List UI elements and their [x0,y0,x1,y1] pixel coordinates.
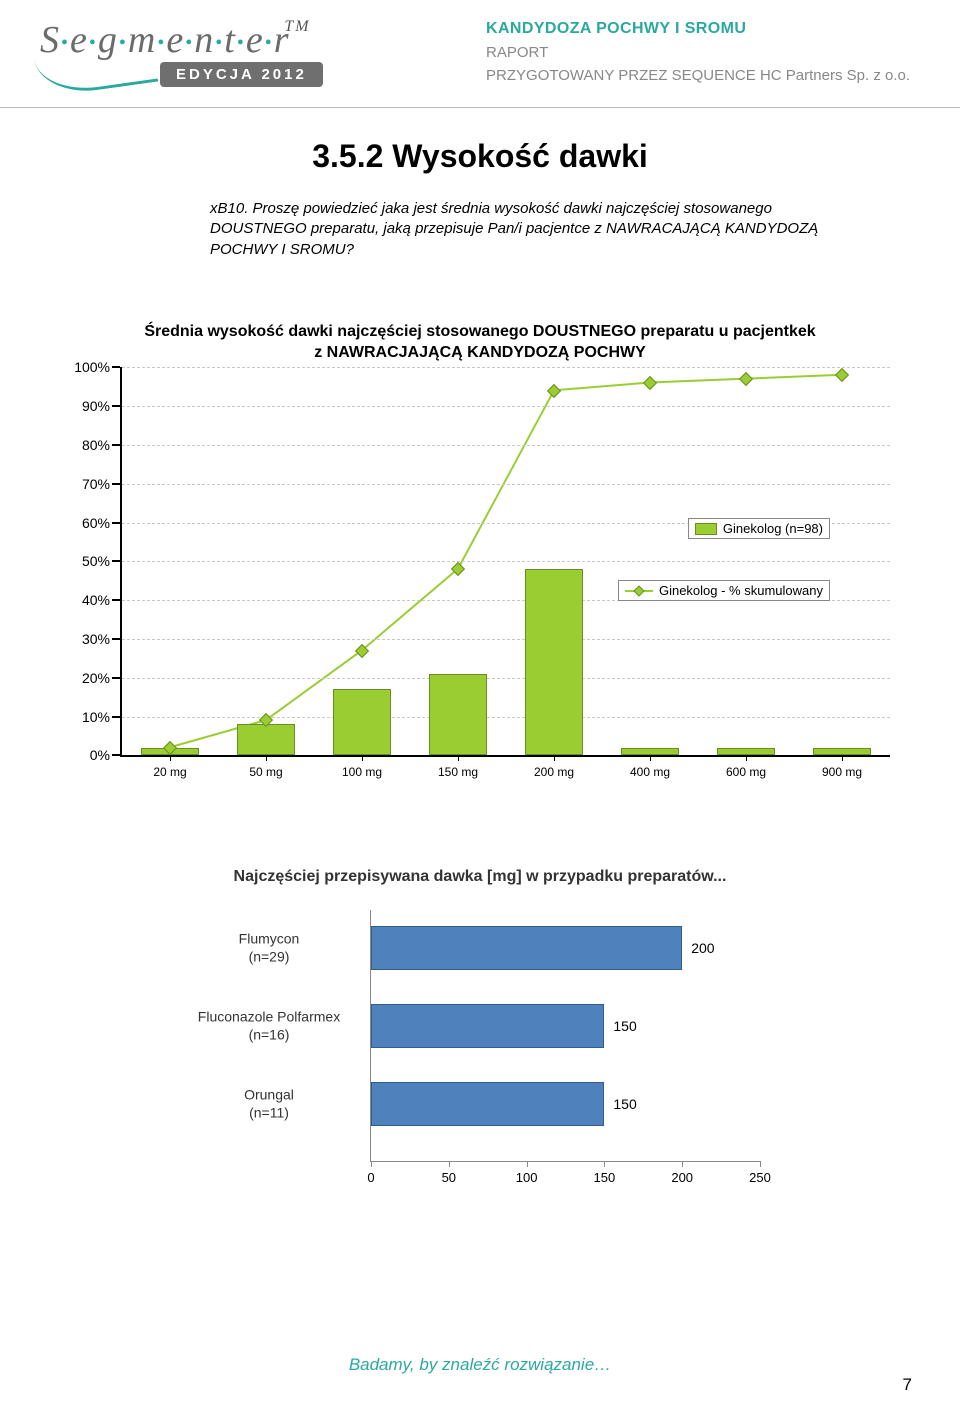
x-axis-label: 50 mg [249,765,282,779]
chart-hbar: Najczęściej przepisywana dawka [mg] w pr… [180,867,780,1190]
chart2-plot-area: 050100150200250200Flumycon(n=29)150Fluco… [370,910,760,1162]
footer-tagline: Badamy, by znaleźć rozwiązanie… [0,1355,960,1375]
grid-line [122,678,890,679]
y-axis-label: 0% [90,747,110,763]
hbar-value: 150 [613,1096,636,1112]
legend-label: Ginekolog (n=98) [723,521,823,536]
x-axis-label: 50 [442,1170,456,1185]
chart1-plot-area: 0%10%20%30%40%50%60%70%80%90%100%20 mg50… [120,367,890,757]
hbar: 150Fluconazole Polfarmex(n=16) [371,1004,604,1048]
x-axis-label: 100 [516,1170,538,1185]
legend-label: Ginekolog - % skumulowany [659,583,823,598]
bar [813,748,871,756]
x-axis-label: 150 mg [438,765,478,779]
bar [621,748,679,756]
grid-line [122,445,890,446]
hbar-n: (n=16) [184,1026,354,1044]
chart2-title: Najczęściej przepisywana dawka [mg] w pr… [180,867,780,888]
section-title: 3.5.2 Wysokość dawki [0,138,960,175]
legend-item: Ginekolog (n=98) [688,518,830,539]
hbar: 200Flumycon(n=29) [371,926,682,970]
hbar-name: Orungal [184,1087,354,1105]
grid-line [122,367,890,368]
grid-line [122,639,890,640]
grid-line [122,406,890,407]
bar [333,689,391,755]
page-header: S•e•g•m•e•n•t•e•r TM EDYCJA 2012 KANDYDO… [0,0,960,108]
hbar-value: 200 [691,940,714,956]
bar [717,748,775,756]
legend-item: Ginekolog - % skumulowany [618,580,830,601]
header-right: KANDYDOZA POCHWY I SROMU RAPORT PRZYGOTO… [486,18,910,84]
y-axis-label: 70% [82,476,110,492]
y-axis-label: 80% [82,437,110,453]
y-axis-label: 60% [82,515,110,531]
chart1-plot: 0%10%20%30%40%50%60%70%80%90%100%20 mg50… [60,367,900,787]
x-axis-label: 400 mg [630,765,670,779]
grid-line [122,484,890,485]
logo-badge: EDYCJA 2012 [160,62,323,87]
x-axis-label: 250 [749,1170,771,1185]
hbar-n: (n=29) [184,948,354,966]
question-text: xB10. Proszę powiedzieć jaka jest średni… [0,199,960,260]
hbar-value: 150 [613,1018,636,1034]
x-axis-label: 100 mg [342,765,382,779]
hbar-name: Flumycon [184,931,354,949]
chart1-title: Średnia wysokość dawki najczęściej stoso… [60,322,900,364]
y-axis-label: 90% [82,398,110,414]
y-axis-label: 100% [74,359,110,375]
y-axis-label: 10% [82,709,110,725]
x-axis-label: 200 mg [534,765,574,779]
header-line2: RAPORT [486,44,910,61]
logo: S•e•g•m•e•n•t•e•r TM EDYCJA 2012 [40,18,400,98]
page-number: 7 [903,1375,912,1395]
grid-line [122,561,890,562]
x-axis-label: 0 [367,1170,374,1185]
header-title: KANDYDOZA POCHWY I SROMU [486,20,910,38]
y-axis-label: 40% [82,592,110,608]
hbar: 150Orungal(n=11) [371,1082,604,1126]
x-axis-label: 600 mg [726,765,766,779]
x-axis-label: 200 [671,1170,693,1185]
hbar-n: (n=11) [184,1104,354,1122]
hbar-name: Fluconazole Polfarmex [184,1009,354,1027]
chart-combo: Średnia wysokość dawki najczęściej stoso… [60,322,900,788]
bar [429,674,487,755]
grid-line [122,717,890,718]
logo-tm: TM [284,18,310,36]
x-axis-label: 900 mg [822,765,862,779]
x-axis-label: 20 mg [153,765,186,779]
y-axis-label: 50% [82,553,110,569]
chart2-plot: 050100150200250200Flumycon(n=29)150Fluco… [180,910,780,1190]
logo-text: S•e•g•m•e•n•t•e•r TM [40,18,291,62]
bar [525,569,583,755]
header-line3: PRZYGOTOWANY PRZEZ SEQUENCE HC Partners … [486,67,910,84]
x-axis-label: 150 [594,1170,616,1185]
y-axis-label: 20% [82,670,110,686]
bar [237,724,295,755]
y-axis-label: 30% [82,631,110,647]
